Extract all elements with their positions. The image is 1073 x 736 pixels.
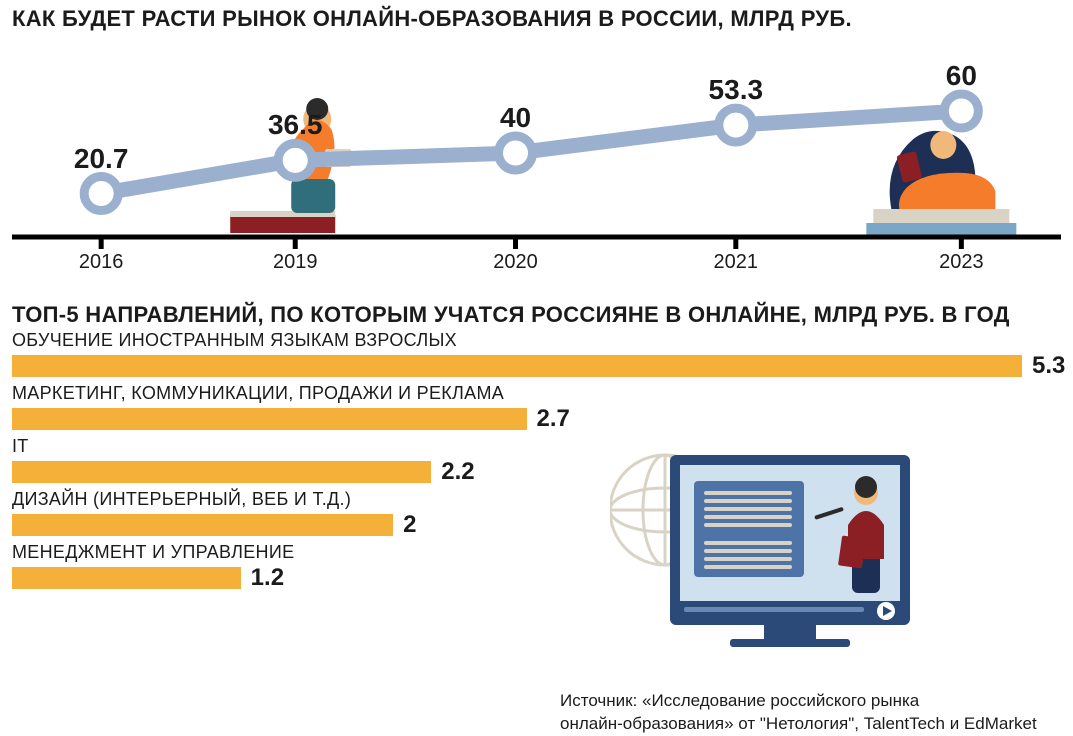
person-tablet-icon xyxy=(890,131,996,209)
bar-track: 2.7 xyxy=(12,408,1061,430)
data-point xyxy=(719,108,753,142)
data-point-label: 36.5 xyxy=(268,109,323,141)
bar-track: 5.3 xyxy=(12,355,1061,377)
bar-label: ОБУЧЕНИЕ ИНОСТРАННЫМ ЯЗЫКАМ ВЗРОСЛЫХ xyxy=(12,330,1061,351)
x-axis-label: 2019 xyxy=(273,251,318,274)
data-point xyxy=(278,143,312,177)
data-point xyxy=(84,177,118,211)
bar-value: 2 xyxy=(403,514,416,536)
bar-value: 2.7 xyxy=(537,408,570,430)
bar-fill xyxy=(12,355,1022,377)
source-citation: Источник: «Исследование российского рынк… xyxy=(560,690,1037,736)
book-stack-icon xyxy=(866,209,1016,235)
data-point-label: 20.7 xyxy=(74,143,129,175)
monitor-svg xyxy=(610,440,940,680)
data-point-label: 40 xyxy=(500,102,531,134)
data-point-label: 53.3 xyxy=(709,74,764,106)
data-point xyxy=(499,136,533,170)
monitor-illustration xyxy=(610,440,940,680)
bar-fill xyxy=(12,514,393,536)
bar-chart-title: ТОП-5 НАПРАВЛЕНИЙ, ПО КОТОРЫМ УЧАТСЯ РОС… xyxy=(12,302,1010,328)
x-axis-label: 2023 xyxy=(939,251,984,274)
line-chart-svg xyxy=(12,42,1061,277)
line-chart-title: КАК БУДЕТ РАСТИ РЫНОК ОНЛАЙН-ОБРАЗОВАНИЯ… xyxy=(12,6,852,32)
bar-row: МАРКЕТИНГ, КОММУНИКАЦИИ, ПРОДАЖИ И РЕКЛА… xyxy=(12,383,1061,430)
bar-value: 2.2 xyxy=(441,461,474,483)
source-line-1: Источник: «Исследование российского рынк… xyxy=(560,691,919,710)
market-growth-line-chart: 20.7 36.5 40 53.3 60 2016 2019 2020 2021 2023 xyxy=(12,42,1061,277)
data-point xyxy=(944,94,978,128)
data-point-label: 60 xyxy=(946,60,977,92)
source-line-2: онлайн-образования» от "Нетология", Tale… xyxy=(560,714,1037,733)
bar-value: 5.3 xyxy=(1032,355,1065,377)
bar-label: МАРКЕТИНГ, КОММУНИКАЦИИ, ПРОДАЖИ И РЕКЛА… xyxy=(12,383,1061,404)
bar-row: ОБУЧЕНИЕ ИНОСТРАННЫМ ЯЗЫКАМ ВЗРОСЛЫХ 5.3 xyxy=(12,330,1061,377)
bar-value: 1.2 xyxy=(251,567,284,589)
x-axis-label: 2016 xyxy=(79,251,124,274)
x-axis-label: 2020 xyxy=(493,251,538,274)
bar-fill xyxy=(12,408,527,430)
bar-fill xyxy=(12,567,241,589)
book-icon xyxy=(230,211,335,233)
x-axis-label: 2021 xyxy=(714,251,759,274)
bar-fill xyxy=(12,461,431,483)
